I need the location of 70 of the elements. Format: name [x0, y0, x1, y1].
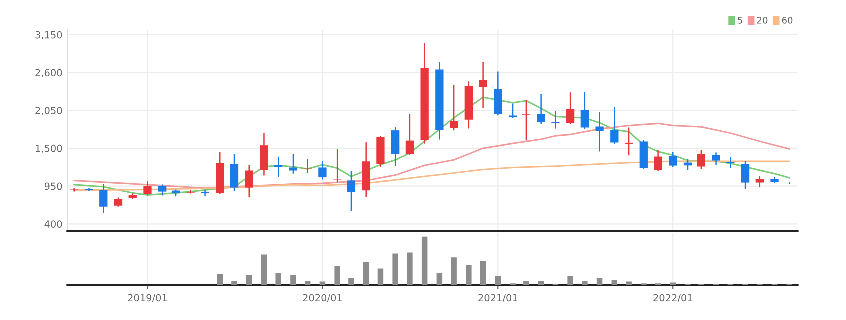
line-series [74, 96, 790, 196]
candlestick [406, 114, 414, 156]
candlestick [580, 92, 590, 129]
legend-label: 20 [757, 16, 768, 24]
bar [232, 281, 238, 286]
bar [422, 236, 428, 286]
bar [596, 278, 603, 286]
candlestick [245, 164, 254, 198]
candlestick [624, 128, 634, 156]
candlestick [230, 154, 239, 192]
candlestick [741, 161, 750, 190]
candlestick [756, 176, 764, 188]
y-tick-label: 400 [44, 220, 62, 228]
candlestick [289, 154, 298, 174]
bar [480, 260, 486, 286]
bar [582, 281, 588, 286]
candlestick [274, 156, 283, 178]
bar [320, 282, 326, 286]
y-tick-label: 1,500 [36, 144, 62, 154]
bar [348, 278, 354, 286]
bar [670, 282, 676, 286]
legend-label: 60 [782, 16, 793, 24]
bar [436, 274, 443, 286]
bar [451, 258, 457, 286]
candlestick [392, 128, 400, 166]
candlestick [669, 152, 678, 168]
candlestick [508, 104, 518, 118]
candlestick [144, 181, 152, 196]
candlestick [522, 100, 531, 141]
candlestick [566, 92, 575, 124]
line-series [74, 122, 790, 190]
candlestick [347, 170, 356, 212]
candlestick [610, 107, 619, 144]
candlestick [85, 188, 94, 192]
bar [363, 262, 370, 286]
candlestick [158, 184, 167, 196]
x-tick-label: 2019/01 [128, 294, 168, 302]
bar [246, 275, 252, 286]
bar [378, 268, 384, 286]
candlestick [654, 150, 662, 172]
bar [466, 265, 472, 286]
x-tick-label: 2020/01 [303, 294, 342, 302]
candlestick [537, 94, 546, 124]
candlestick [318, 160, 327, 180]
bar [524, 281, 530, 286]
bar [290, 275, 296, 286]
candlestick [100, 184, 108, 214]
bar [276, 274, 282, 286]
bar [334, 266, 340, 286]
bar [568, 276, 574, 286]
candlestick [479, 62, 488, 108]
bar [261, 254, 268, 286]
candlestick [596, 112, 604, 152]
candlestick [186, 190, 195, 194]
x-tick-label: 2022/01 [654, 294, 692, 302]
candlestick [697, 150, 706, 170]
x-tick-label: 2021/01 [478, 294, 518, 302]
y-tick-label: 3,150 [36, 31, 62, 40]
bar [392, 254, 398, 286]
bar [217, 274, 223, 286]
y-tick-label: 2,600 [36, 69, 62, 78]
bar [495, 276, 502, 286]
candlestick [450, 85, 458, 131]
candlestick [712, 152, 720, 165]
y-tick-label: 950 [44, 182, 62, 190]
candlestick [726, 157, 735, 168]
bar [626, 282, 632, 286]
y-tick-label: 2,050 [36, 107, 62, 116]
bar [407, 252, 413, 286]
legend-label: 5 [738, 17, 742, 24]
